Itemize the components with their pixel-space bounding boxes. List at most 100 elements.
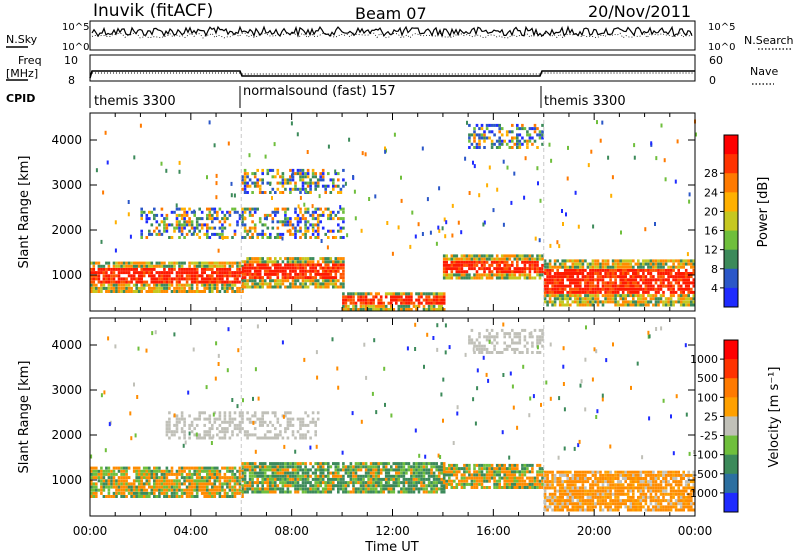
echo-cell (266, 276, 270, 280)
echo-cell (122, 469, 126, 473)
echo-cell (611, 262, 615, 266)
echo-cell (347, 292, 350, 296)
echo-cell (276, 181, 280, 185)
echo-cell (236, 261, 239, 265)
echo-cell (659, 272, 663, 275)
echo-cell (316, 236, 320, 239)
echo-cell (579, 489, 582, 493)
echo-cell (200, 210, 204, 214)
echo-cell (553, 508, 557, 512)
echo-cell (148, 466, 151, 470)
echo-cell (440, 465, 443, 469)
echo-cell (473, 470, 476, 474)
echo-cell (669, 502, 673, 506)
echo-cell (324, 282, 327, 286)
echo-cell (488, 254, 491, 258)
echo-cell (500, 276, 504, 280)
echo-cell (216, 213, 219, 217)
echo-cell (415, 471, 418, 475)
echo-cell (213, 466, 217, 470)
echo-cell (566, 495, 569, 499)
echo-cell (367, 304, 370, 308)
echo-cell (311, 204, 314, 209)
echo-cell (359, 477, 363, 481)
echo-cell (266, 468, 270, 472)
echo-cell (226, 286, 229, 290)
echo-cell (367, 484, 370, 488)
echo-cell (198, 223, 201, 227)
echo-cell (533, 476, 537, 480)
echo-cell (561, 290, 564, 294)
echo-cell (455, 257, 459, 261)
echo-cell (591, 508, 595, 512)
echo-cell (576, 265, 580, 269)
echo-cell (263, 279, 267, 283)
echo-cell (105, 466, 108, 470)
echo-cell (485, 463, 489, 467)
echo-cell (178, 226, 181, 230)
echo-cell (294, 279, 297, 283)
echo-cell (387, 484, 391, 488)
echo-cell (258, 465, 262, 469)
echo-cell (348, 137, 351, 142)
echo-cell (274, 465, 277, 469)
echo-cell (596, 303, 600, 307)
echo-cell (294, 285, 297, 289)
echo-cell (263, 232, 267, 236)
echo-cell (657, 486, 660, 490)
echo-cell (223, 280, 227, 284)
echo-cell (258, 487, 262, 491)
echo-cell (548, 265, 552, 269)
echo-cell (626, 281, 630, 285)
echo-cell (132, 264, 136, 268)
echo-cell (496, 187, 499, 192)
echo-cell (185, 232, 189, 236)
echo-cell (110, 472, 113, 476)
echo-cell (155, 482, 159, 486)
echo-cell (472, 160, 474, 165)
echo-cell (438, 186, 441, 191)
echo-cell (206, 223, 209, 227)
echo-cell (327, 266, 330, 270)
echo-cell (256, 236, 259, 239)
echo-cell (188, 207, 191, 211)
echo-cell (599, 265, 602, 269)
echo-cell (637, 303, 640, 307)
echo-cell (626, 262, 630, 266)
echo-cell (301, 175, 305, 179)
echo-cell (352, 292, 355, 296)
echo-cell (183, 267, 186, 271)
echo-cell (185, 267, 189, 271)
echo-cell (301, 272, 305, 276)
echo-cell (493, 470, 496, 474)
echo-cell (642, 259, 645, 263)
echo-cell (150, 271, 154, 275)
echo-cell (621, 502, 625, 506)
echo-cell (374, 295, 378, 299)
echo-cell (185, 488, 189, 492)
echo-cell (180, 217, 184, 221)
echo-cell (614, 272, 617, 275)
echo-cell (208, 495, 212, 498)
echo-cell (241, 181, 244, 185)
echo-cell (649, 499, 653, 503)
echo-cell (231, 207, 234, 211)
echo-cell (553, 284, 557, 288)
echo-cell (344, 465, 348, 469)
echo-cell (400, 304, 403, 308)
echo-cell (188, 283, 191, 287)
echo-cell (294, 226, 297, 230)
echo-cell (437, 295, 441, 299)
echo-cell (332, 474, 335, 478)
echo-cell (334, 184, 338, 188)
echo-cell (442, 486, 446, 489)
echo-cell (160, 491, 164, 495)
echo-cell (153, 491, 156, 495)
echo-cell (165, 226, 169, 230)
echo-cell (294, 272, 297, 276)
echo-cell (581, 287, 585, 291)
echo-cell (538, 467, 542, 471)
echo-cell (332, 266, 335, 270)
echo-cell (591, 492, 595, 496)
echo-cell (316, 226, 320, 230)
